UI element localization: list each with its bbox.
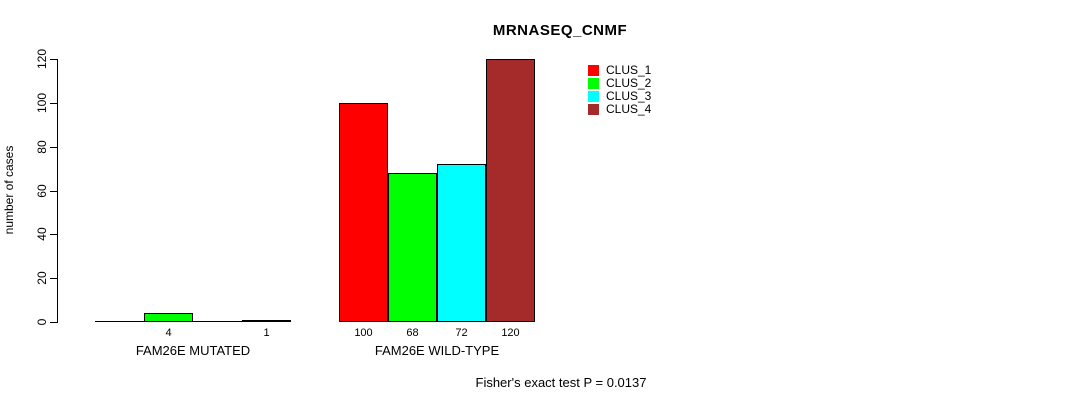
y-tick-mark: [50, 322, 57, 323]
annotation-text: Fisher's exact test P = 0.0137: [475, 375, 647, 390]
y-tick-mark: [50, 234, 57, 235]
bar-clus_4-1: [242, 320, 291, 322]
y-tick-mark: [50, 191, 57, 192]
group-label-1: FAM26E MUTATED: [135, 343, 251, 358]
legend-label: CLUS_1: [606, 63, 652, 77]
bar-value-label: 120: [501, 327, 520, 339]
y-tick-label: 0: [35, 318, 49, 326]
bar-value-label: 4: [165, 327, 172, 339]
bar-clus_3-2: [437, 164, 486, 322]
bar-zero-clus_1-1: [95, 321, 144, 322]
legend-swatch-clus_1: [588, 65, 599, 76]
y-axis-label: number of cases: [2, 145, 16, 235]
legend-swatch-clus_2: [588, 78, 599, 89]
bar-clus_2-1: [144, 313, 193, 322]
chart-title: MRNASEQ_CNMF: [492, 22, 628, 39]
legend-swatch-clus_4: [588, 104, 599, 115]
y-tick-label: 80: [35, 140, 49, 154]
bar-clus_1-2: [339, 103, 388, 322]
legend-item-clus_4: CLUS_4: [588, 103, 651, 116]
legend-label: CLUS_3: [606, 89, 652, 103]
y-tick-mark: [50, 278, 57, 279]
bar-clus_4-2: [486, 59, 535, 322]
y-tick-label: 100: [35, 92, 49, 114]
bar-zero-clus_3-1: [193, 321, 242, 322]
y-tick-label: 20: [35, 271, 49, 285]
y-axis-line: [57, 59, 58, 323]
legend-swatch-clus_3: [588, 91, 599, 102]
y-tick-mark: [50, 147, 57, 148]
group-label-2: FAM26E WILD-TYPE: [374, 343, 500, 358]
legend-label: CLUS_4: [606, 102, 652, 116]
bar-value-label: 1: [263, 327, 270, 339]
bar-value-label: 68: [406, 327, 419, 339]
y-tick-label: 40: [35, 227, 49, 241]
bar-value-label: 72: [455, 327, 468, 339]
bar-value-label: 100: [354, 327, 373, 339]
legend-item-clus_2: CLUS_2: [588, 77, 651, 90]
legend-item-clus_1: CLUS_1: [588, 64, 651, 77]
y-tick-mark: [50, 59, 57, 60]
y-tick-label: 120: [35, 48, 49, 70]
legend-label: CLUS_2: [606, 76, 652, 90]
y-tick-label: 60: [35, 184, 49, 198]
bar-clus_2-2: [388, 173, 437, 322]
y-tick-mark: [50, 103, 57, 104]
legend-item-clus_3: CLUS_3: [588, 90, 651, 103]
